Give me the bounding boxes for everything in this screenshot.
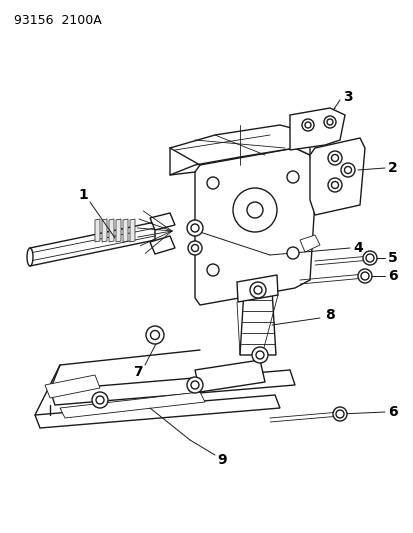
Circle shape [286, 247, 298, 259]
Circle shape [326, 119, 332, 125]
Circle shape [255, 351, 263, 359]
Circle shape [344, 166, 351, 174]
Polygon shape [299, 235, 319, 252]
Polygon shape [236, 275, 277, 302]
Circle shape [249, 282, 266, 298]
Circle shape [254, 286, 261, 294]
Circle shape [206, 177, 218, 189]
Circle shape [190, 224, 199, 232]
Circle shape [327, 151, 341, 165]
Polygon shape [195, 148, 314, 305]
Text: 93156  2100A: 93156 2100A [14, 14, 102, 27]
Polygon shape [309, 138, 364, 215]
Polygon shape [150, 236, 175, 254]
Polygon shape [109, 219, 114, 242]
Circle shape [286, 171, 298, 183]
Text: 2: 2 [387, 161, 397, 175]
Circle shape [304, 122, 310, 128]
Circle shape [252, 347, 267, 363]
Polygon shape [35, 395, 279, 428]
Text: 8: 8 [324, 308, 334, 322]
Circle shape [190, 381, 199, 389]
Circle shape [150, 330, 159, 340]
Circle shape [323, 116, 335, 128]
Polygon shape [289, 108, 344, 150]
Circle shape [340, 163, 354, 177]
Circle shape [332, 407, 346, 421]
Circle shape [187, 377, 202, 393]
Polygon shape [195, 360, 264, 392]
Polygon shape [150, 213, 175, 230]
Circle shape [335, 410, 343, 418]
Circle shape [233, 188, 276, 232]
Text: 1: 1 [78, 188, 88, 202]
Circle shape [92, 392, 108, 408]
Text: 6: 6 [387, 405, 397, 419]
Circle shape [357, 269, 371, 283]
Circle shape [360, 272, 368, 280]
Circle shape [362, 251, 376, 265]
Polygon shape [116, 219, 121, 242]
Polygon shape [95, 219, 100, 242]
Circle shape [146, 326, 164, 344]
Polygon shape [50, 370, 294, 405]
Circle shape [327, 178, 341, 192]
Polygon shape [130, 219, 135, 242]
Polygon shape [102, 219, 107, 242]
Polygon shape [45, 375, 100, 398]
Text: 4: 4 [352, 241, 362, 255]
Circle shape [206, 264, 218, 276]
Circle shape [96, 396, 104, 404]
Circle shape [365, 254, 373, 262]
Circle shape [301, 119, 313, 131]
Polygon shape [60, 392, 204, 418]
Text: 3: 3 [342, 90, 352, 104]
Circle shape [187, 220, 202, 236]
Polygon shape [240, 290, 275, 355]
Polygon shape [30, 222, 154, 266]
Ellipse shape [27, 248, 33, 266]
Text: 9: 9 [217, 453, 226, 467]
Circle shape [331, 182, 338, 189]
Text: 6: 6 [387, 269, 397, 283]
Text: 5: 5 [387, 251, 397, 265]
Polygon shape [123, 219, 128, 242]
Circle shape [331, 155, 338, 161]
Polygon shape [170, 125, 309, 175]
Circle shape [188, 241, 202, 255]
Circle shape [247, 202, 262, 218]
Circle shape [191, 245, 198, 252]
Text: 7: 7 [133, 365, 142, 379]
